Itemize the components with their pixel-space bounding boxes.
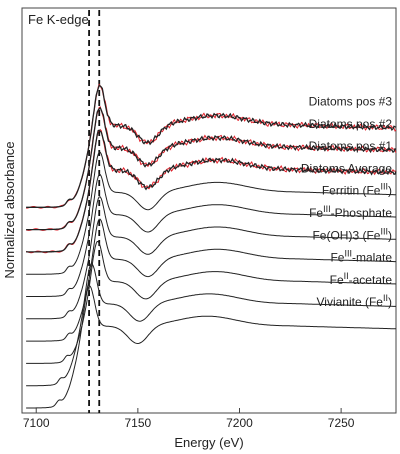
y-axis-label: Normalized absorbance bbox=[2, 141, 17, 278]
spectrum-curve bbox=[26, 129, 397, 253]
spectrum-curve bbox=[26, 151, 396, 275]
x-tick-label: 7200 bbox=[226, 416, 253, 430]
series-label-base: Ferritin (Fe bbox=[322, 184, 381, 198]
series-label-tail: -Phosphate bbox=[331, 206, 393, 220]
spectrum-curve bbox=[26, 174, 396, 297]
reference-lines bbox=[88, 10, 101, 413]
series-label-sup: III bbox=[380, 182, 388, 192]
x-tick-label: 7250 bbox=[328, 416, 355, 430]
spectrum-curve bbox=[26, 241, 397, 364]
series-label-tail: ) bbox=[388, 228, 392, 242]
series-label: Ferritin (FeIII) bbox=[322, 182, 392, 198]
spectra bbox=[25, 83, 397, 409]
x-axis-label: Energy (eV) bbox=[174, 435, 243, 450]
series-label-tail: ) bbox=[388, 184, 392, 198]
spectrum-curve bbox=[26, 106, 397, 231]
series-label: FeII-acetate bbox=[330, 271, 393, 287]
series-label-tail: ) bbox=[388, 295, 392, 309]
series-label-sup: III bbox=[344, 249, 352, 259]
spectrum-curve bbox=[26, 263, 396, 387]
series-label: FeIII-malate bbox=[330, 249, 392, 265]
series-label-base: Fe bbox=[330, 273, 344, 287]
spectrum-curve bbox=[26, 84, 397, 208]
series-label: Diatoms pos #3 bbox=[309, 94, 393, 108]
series-label-base: Vivianite (Fe bbox=[317, 295, 384, 309]
series-label: Fe(OH)3 (FeIII) bbox=[312, 226, 392, 242]
x-tick-label: 7150 bbox=[125, 416, 152, 430]
chart-title: Fe K-edge bbox=[28, 12, 89, 27]
series-label-base: Fe bbox=[309, 206, 323, 220]
series-label-sup: II bbox=[383, 293, 388, 303]
series-label-sup: III bbox=[380, 226, 388, 236]
series-label-base: Diatoms pos #2 bbox=[309, 117, 393, 131]
spectrum-curve bbox=[26, 285, 396, 409]
series-label: FeIII-Phosphate bbox=[309, 204, 392, 220]
series-label-base: Diatoms pos #3 bbox=[309, 94, 393, 108]
series-label-sup: III bbox=[323, 204, 331, 214]
series-label-base: Fe(OH)3 (Fe bbox=[312, 228, 380, 242]
x-axis-ticks: 7100 7150 7200 7250 bbox=[23, 408, 355, 430]
series-label: Diatoms pos #1 bbox=[309, 139, 393, 153]
x-tick-label: 7100 bbox=[23, 416, 50, 430]
series-label-base: Diatoms pos #1 bbox=[309, 139, 393, 153]
series-label: Vivianite (FeII) bbox=[317, 293, 393, 309]
spectrum-curve bbox=[26, 196, 396, 320]
series-label-tail: -acetate bbox=[349, 273, 393, 287]
spectrum-curve bbox=[26, 218, 396, 342]
series-label-base: Diatoms Average bbox=[301, 161, 392, 175]
series-label-tail: -malate bbox=[352, 251, 392, 265]
plot-frame bbox=[21, 7, 397, 414]
series-labels: Vivianite (FeII)FeII-acetateFeIII-malate… bbox=[301, 94, 392, 309]
series-label-sup: II bbox=[344, 271, 349, 281]
series-label-base: Fe bbox=[330, 251, 344, 265]
series-label: Diatoms pos #2 bbox=[309, 117, 393, 131]
series-label: Diatoms Average bbox=[301, 161, 392, 175]
